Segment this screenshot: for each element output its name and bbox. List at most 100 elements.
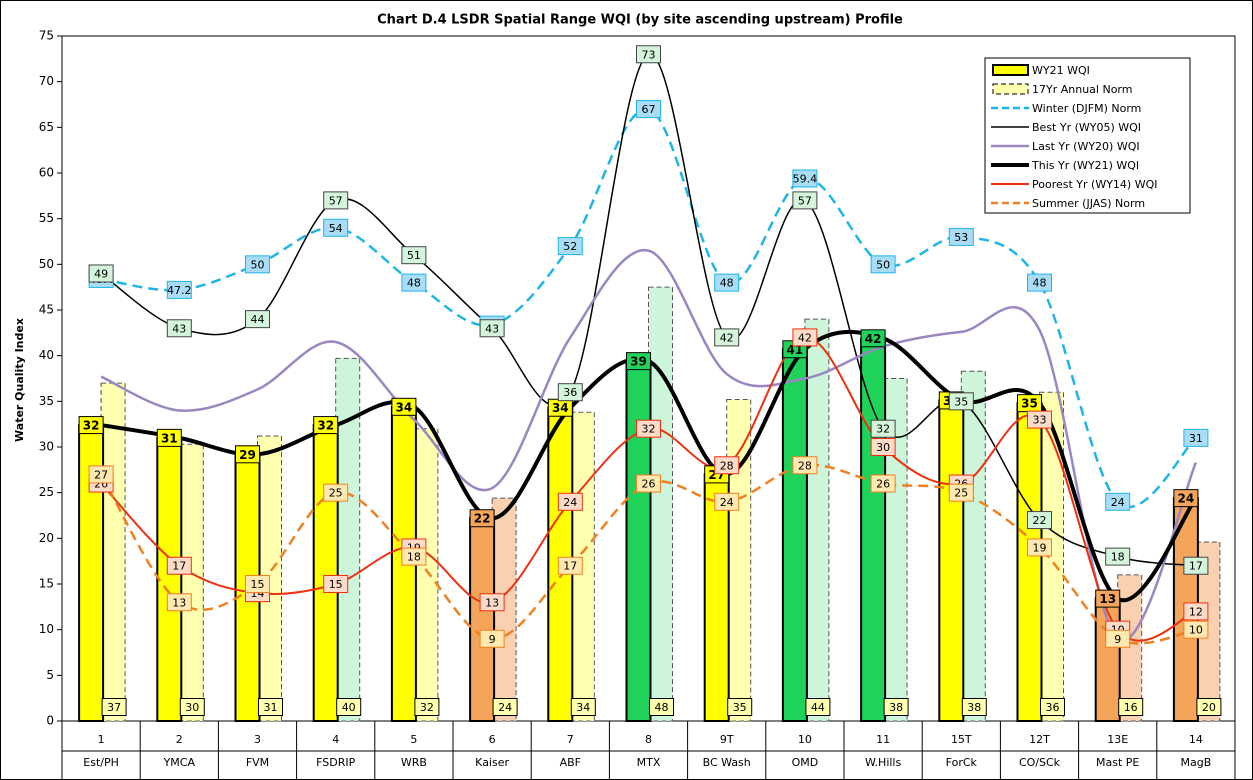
bar	[156, 436, 183, 722]
data-label: 28	[714, 456, 740, 475]
data-label-box	[479, 593, 505, 612]
data-label: 26	[642, 478, 656, 491]
data-label: 26	[636, 474, 661, 493]
data-label-box	[1095, 589, 1121, 608]
y-tick-label: 70	[39, 74, 54, 88]
data-label: 50	[876, 258, 890, 271]
site-name: Kaiser	[475, 756, 509, 769]
data-label-box	[1173, 489, 1199, 508]
data-label: 47.2	[167, 284, 192, 297]
data-label: 13	[485, 596, 499, 609]
data-label: 22	[1027, 511, 1052, 530]
data-label: 52	[557, 237, 583, 256]
y-tick-label: 30	[39, 440, 54, 454]
data-label: 40	[342, 701, 356, 714]
data-label: 59.4	[793, 172, 818, 185]
data-label: 34	[552, 401, 569, 415]
bar	[781, 348, 808, 722]
data-label-box	[166, 556, 192, 575]
y-tick-label: 15	[39, 577, 54, 591]
data-label: 32	[876, 423, 890, 436]
site-name: ABF	[560, 756, 581, 769]
data-label-box	[166, 319, 192, 338]
data-label: 17	[1183, 556, 1209, 575]
data-label: 44	[245, 310, 270, 329]
data-label-box	[805, 698, 831, 716]
data-label-box	[88, 264, 114, 283]
data-label-box	[860, 329, 886, 348]
data-label: 17	[172, 560, 186, 573]
data-label: 42	[720, 331, 734, 344]
data-label: 15	[245, 575, 270, 593]
data-label-box	[391, 397, 417, 416]
data-label: 52	[563, 240, 577, 253]
y-axis-title: Water Quality Index	[13, 318, 26, 442]
x-tick-label: 5	[410, 733, 417, 746]
legend-label: Last Yr (WY20) WQI	[1032, 140, 1140, 153]
chart-title: Chart D.4 LSDR Spatial Range WQI (by sit…	[377, 13, 903, 28]
data-label-box	[336, 698, 362, 716]
data-label: 57	[798, 194, 812, 207]
data-label-box	[557, 383, 583, 402]
data-label: 67	[642, 103, 656, 116]
data-label: 51	[401, 246, 427, 265]
legend-label: WY21 WQI	[1032, 64, 1090, 77]
data-label: 43	[485, 322, 499, 335]
data-label-box	[156, 428, 182, 447]
data-label: 16	[1124, 701, 1138, 714]
x-tick-label: 10	[798, 733, 812, 746]
data-label: 24	[498, 701, 512, 714]
legend-label: This Yr (WY21) WQI	[1031, 159, 1139, 172]
data-label: 36	[557, 383, 583, 402]
data-label: 35	[1021, 397, 1038, 411]
data-label: 9	[1105, 629, 1131, 648]
data-label: 32	[317, 419, 334, 433]
site-name: MagB	[1181, 756, 1212, 769]
data-label-box	[961, 698, 987, 716]
data-label-box	[1040, 698, 1065, 716]
data-label: 26	[876, 478, 890, 491]
y-tick-label: 60	[39, 166, 54, 180]
data-label: 27	[88, 465, 114, 484]
data-label: 43	[479, 319, 505, 338]
data-label: 31	[1189, 432, 1203, 445]
data-label: 36	[1040, 698, 1065, 716]
data-label: 34	[547, 398, 573, 417]
data-label: 28	[798, 459, 812, 472]
data-label: 29	[235, 445, 260, 464]
data-label: 57	[329, 194, 343, 207]
data-label: 9	[489, 633, 496, 646]
site-name: Mast PE	[1096, 756, 1139, 769]
bar	[1016, 402, 1043, 722]
data-label-box	[1183, 556, 1209, 575]
data-label-box	[78, 416, 104, 435]
data-label: 17	[166, 556, 192, 575]
data-label: 49	[88, 264, 114, 283]
norm-bar	[413, 428, 439, 722]
data-label: 33	[1027, 410, 1052, 429]
data-label-box	[883, 698, 909, 716]
data-label: 32	[78, 416, 104, 435]
site-name: FSDRIP	[316, 756, 355, 769]
data-label: 24	[492, 698, 518, 716]
data-label-box	[245, 310, 270, 329]
data-label: 38	[883, 698, 909, 716]
data-label: 32	[420, 701, 434, 714]
data-label-box	[714, 328, 740, 347]
x-tick-label: 12T	[1029, 733, 1050, 746]
norm-bar	[960, 370, 986, 722]
x-tick-label: 8	[645, 733, 652, 746]
data-label: 51	[407, 249, 421, 262]
data-label: 32	[642, 423, 656, 436]
y-tick-label: 25	[39, 485, 54, 499]
data-label: 24	[1111, 496, 1125, 509]
data-label: 34	[391, 397, 417, 416]
data-label: 43	[166, 319, 192, 338]
norm-bar	[648, 286, 673, 722]
data-label: 37	[107, 701, 121, 714]
bar	[469, 517, 496, 722]
data-label: 24	[563, 496, 577, 509]
x-tick-label: 11	[876, 733, 890, 746]
data-label: 57	[792, 191, 818, 210]
data-label-box	[166, 280, 192, 299]
